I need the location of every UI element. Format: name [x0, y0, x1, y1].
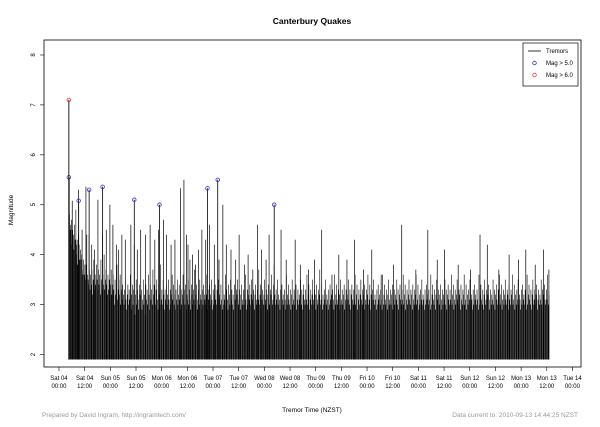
x-tick-label-time: 00:00 [411, 384, 427, 390]
x-tick-label-day: Tue 07 [204, 376, 223, 382]
x-tick-label-time: 12:00 [385, 384, 401, 390]
x-tick-label-day: Thu 09 [306, 376, 325, 382]
x-tick-label-time: 00:00 [462, 384, 478, 390]
legend-label: Mag > 6.0 [546, 73, 574, 79]
x-tick-label-day: Tue 14 [563, 376, 582, 382]
legend-swatch-circle [532, 60, 537, 66]
x-axis: Sat 04 00:00 Sat 04 12:00 Sun 05 00:00 Sun 05 1… [50, 367, 582, 390]
mag-gt-6-marker [66, 97, 72, 103]
mag-gt-5-marker [86, 187, 92, 192]
y-tick-label: 3 [31, 302, 37, 306]
y-axis-label: Magnitude [8, 194, 15, 225]
x-tick-label-day: Tue 07 [229, 376, 248, 382]
legend: Tremors Mag > 5.0 Mag > 6.0 [522, 42, 579, 87]
y-axis: 2 3 4 5 6 7 8 [31, 53, 44, 356]
chart-title: Canterbury Quakes [273, 16, 352, 26]
x-tick-label-time: 12:00 [437, 384, 453, 390]
x-tick-label-day: Sat 04 [50, 376, 68, 382]
tremor-spikes [68, 177, 550, 360]
x-axis-label: Tremor Time (NZST) [282, 407, 342, 414]
x-tick-label-time: 12:00 [77, 384, 93, 390]
x-tick-label-day: Sat 04 [76, 376, 94, 382]
legend-label: Tremors [546, 49, 568, 55]
x-tick-label-time: 12:00 [283, 384, 299, 390]
x-tick-label-time: 12:00 [231, 384, 247, 390]
plot-area [43, 39, 582, 368]
x-tick-label-time: 00:00 [360, 384, 376, 390]
x-tick-label-time: 12:00 [128, 384, 144, 390]
x-tick-label-day: Wed 08 [254, 376, 275, 382]
legend-box [522, 42, 579, 87]
y-tick-label: 4 [31, 252, 37, 256]
x-tick-label-day: Sun 05 [101, 376, 121, 382]
y-tick-label: 5 [31, 202, 37, 206]
x-tick-label-day: Fri 10 [385, 376, 401, 382]
x-tick-label-time: 12:00 [334, 384, 350, 390]
x-tick-label-day: Thu 09 [332, 376, 351, 382]
x-tick-label-time: 12:00 [539, 384, 555, 390]
mag-gt-5-marker [215, 177, 220, 182]
legend-swatch-circle [532, 72, 537, 78]
x-tick-label-time: 00:00 [154, 384, 170, 390]
mag-gt-5-marker [100, 184, 105, 189]
y-tick-label: 7 [31, 103, 37, 107]
mag-gt-5-marker [132, 197, 137, 202]
x-tick-label-day: Sun 12 [460, 376, 480, 382]
x-tick-label-day: Mon 13 [537, 376, 558, 382]
mag-gt-5-marker [157, 202, 162, 207]
x-tick-label-time: 00:00 [565, 384, 581, 390]
y-tick-label: 6 [31, 152, 37, 156]
x-tick-label-day: Mon 06 [152, 376, 173, 382]
mag-gt-5-marker [76, 198, 81, 203]
x-tick-label-time: 00:00 [514, 384, 530, 390]
x-tick-label-time: 12:00 [180, 384, 196, 390]
x-tick-label-day: Fri 10 [359, 376, 375, 382]
x-tick-label-time: 00:00 [308, 384, 324, 390]
y-tick-label: 8 [31, 53, 37, 57]
x-tick-label-time: 12:00 [488, 384, 504, 390]
x-tick-label-day: Mon 06 [177, 376, 198, 382]
x-tick-label-day: Wed 08 [280, 376, 301, 382]
footer-credit: Prepared by David Ingram, http://ingramt… [42, 412, 186, 419]
mag-gt-5-marker [205, 186, 210, 191]
x-tick-label-time: 00:00 [103, 384, 119, 390]
x-tick-label-day: Mon 13 [511, 376, 532, 382]
x-tick-label-time: 00:00 [257, 384, 273, 390]
x-tick-label-time: 00:00 [206, 384, 222, 390]
x-tick-label-time: 00:00 [51, 384, 67, 390]
x-tick-label-day: Sat 11 [436, 376, 454, 382]
magnitude-markers [66, 97, 277, 360]
footer-data-timestamp: Data current to: 2010-09-13 14:44:25 NZS… [452, 412, 578, 419]
x-tick-label-day: Sun 05 [126, 376, 146, 382]
mag-gt-5-marker [272, 202, 277, 207]
x-tick-label-day: Sun 12 [486, 376, 506, 382]
x-tick-label-day: Sat 11 [410, 376, 428, 382]
y-tick-label: 2 [31, 352, 37, 356]
legend-label: Mag > 5.0 [546, 61, 574, 67]
